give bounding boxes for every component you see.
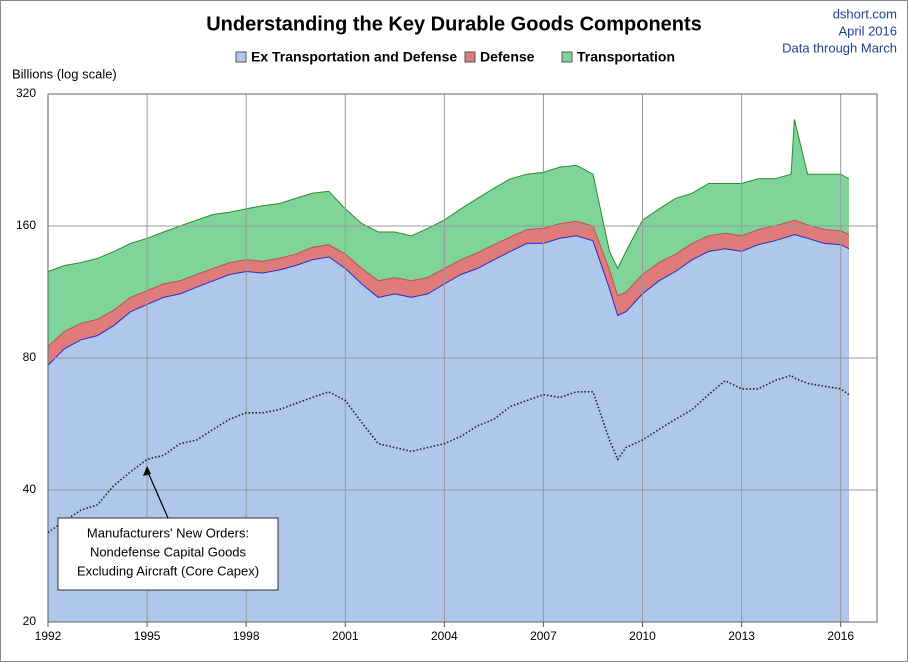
y-axis-label: Billions (log scale) (12, 66, 117, 81)
annotation-box (57, 517, 279, 591)
x-tick-label: 2007 (530, 629, 557, 643)
x-tick-label: 2016 (827, 629, 854, 643)
legend-swatch (464, 51, 476, 63)
x-tick-label: 2004 (431, 629, 458, 643)
legend-label: Transportation (577, 49, 675, 65)
legend-swatch (561, 51, 573, 63)
annotation-text: Nondefense Capital Goods (90, 544, 247, 559)
plot-border (47, 93, 878, 623)
x-tick-label: 2010 (629, 629, 656, 643)
x-tick-label: 1995 (134, 629, 161, 643)
x-tick-label: 1992 (35, 629, 62, 643)
source-text: dshort.com (833, 6, 897, 21)
legend-label: Defense (480, 49, 535, 65)
legend-label: Ex Transportation and Defense (251, 49, 457, 65)
x-tick-label: 2001 (332, 629, 359, 643)
x-tick-label: 1998 (233, 629, 260, 643)
line (47, 374, 850, 534)
y-tick-label: 40 (23, 482, 37, 496)
y-tick-label: 160 (16, 218, 36, 232)
chart-title: Understanding the Key Durable Goods Comp… (206, 13, 702, 35)
y-tick-label: 20 (23, 614, 37, 628)
source-text: April 2016 (838, 23, 897, 38)
annotation-arrowhead (143, 466, 151, 476)
legend-swatch (235, 51, 247, 63)
annotation-text: Excluding Aircraft (Core Capex) (77, 563, 259, 578)
area-edge (47, 219, 850, 347)
source-text: Data through March (782, 40, 897, 55)
x-tick-label: 2013 (728, 629, 755, 643)
area-edge (47, 119, 850, 272)
annotation-arrow (146, 469, 169, 519)
y-tick-label: 320 (16, 86, 36, 100)
area-edge (47, 233, 850, 366)
y-tick-label: 80 (23, 350, 37, 364)
annotation-text: Manufacturers' New Orders: (87, 525, 249, 540)
